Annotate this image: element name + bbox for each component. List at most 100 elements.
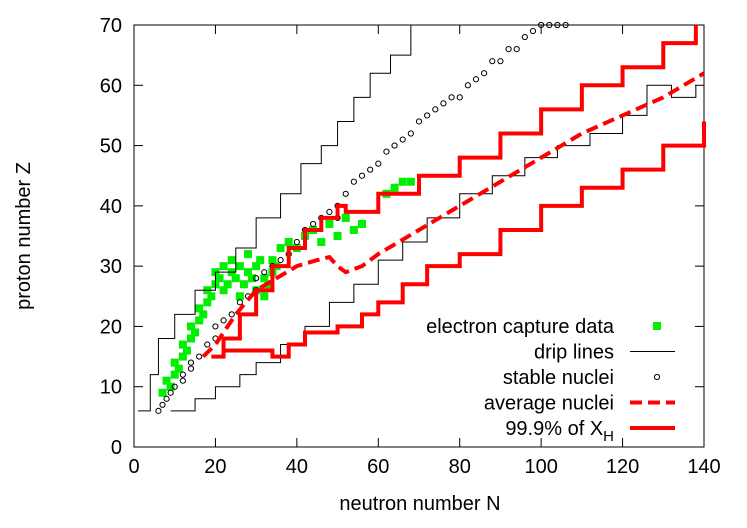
legend-text: stable nuclei xyxy=(503,367,614,389)
legend-text: average nuclei xyxy=(484,393,614,415)
stable-point xyxy=(546,21,553,29)
capture-point xyxy=(235,262,244,271)
capture-point xyxy=(398,177,407,186)
stable-point xyxy=(481,70,488,77)
y-axis-label: proton number Z xyxy=(13,162,35,310)
capture-point xyxy=(260,292,269,301)
legend-subscript: H xyxy=(603,428,614,445)
plot-frame xyxy=(133,24,705,448)
legend-label: electron capture data xyxy=(426,316,615,338)
x-tick-label: 40 xyxy=(286,456,308,478)
capture-point xyxy=(178,340,187,349)
capture-point xyxy=(199,310,208,319)
stable-point xyxy=(383,148,390,155)
stable-point xyxy=(505,46,512,53)
stable-point xyxy=(293,238,300,246)
stable-point xyxy=(407,130,414,137)
stable-point xyxy=(415,118,423,125)
stable-point xyxy=(529,27,537,35)
capture-point xyxy=(187,334,195,343)
stable-point xyxy=(391,142,398,149)
legend-text: 99.9% of X xyxy=(505,418,603,440)
capture-point xyxy=(349,225,358,234)
stable-point xyxy=(448,94,455,101)
capture-point xyxy=(223,280,232,289)
y-tick-label: 0 xyxy=(111,437,122,459)
legend-key xyxy=(653,322,661,330)
stable-point xyxy=(171,383,178,390)
legend-label: 99.9% of XH xyxy=(505,418,614,445)
capture-point xyxy=(227,256,236,265)
capture-point xyxy=(158,388,167,397)
stable-point xyxy=(456,94,463,101)
stable-point xyxy=(253,275,260,282)
y-tick-label: 30 xyxy=(100,256,122,278)
capture-point xyxy=(195,304,204,313)
capture-point xyxy=(248,274,257,283)
x-tick-label: 0 xyxy=(128,456,139,478)
capture-point xyxy=(268,256,277,265)
legend-label: stable nuclei xyxy=(503,367,614,389)
capture-point xyxy=(252,262,261,271)
stable-point xyxy=(212,323,219,330)
stable-point xyxy=(236,299,243,306)
stable-point xyxy=(489,58,496,65)
stable-point xyxy=(220,317,227,324)
stable-point xyxy=(513,46,520,53)
capture-point xyxy=(341,213,350,222)
stable-point xyxy=(538,21,545,29)
capture-point xyxy=(203,298,212,307)
stable-point xyxy=(432,106,439,113)
capture-point xyxy=(170,370,179,379)
stable-point xyxy=(399,136,406,143)
capture-point xyxy=(207,292,216,301)
stable-point xyxy=(424,112,431,119)
stable-point xyxy=(562,21,569,29)
x-tick-label: 100 xyxy=(524,456,557,478)
x-tick-label: 140 xyxy=(687,456,720,478)
y-tick-label: 40 xyxy=(100,196,122,218)
capture-point xyxy=(317,238,326,247)
stable-point xyxy=(228,311,235,318)
capture-point xyxy=(358,219,366,228)
stable-point xyxy=(497,58,504,65)
series-line xyxy=(138,25,697,412)
stable-point xyxy=(163,395,170,402)
capture-point xyxy=(244,268,252,277)
stable-point xyxy=(554,21,561,29)
stable-point xyxy=(179,371,186,378)
stable-point xyxy=(440,100,447,107)
capture-point xyxy=(325,219,334,228)
x-tick-label: 80 xyxy=(449,456,471,478)
capture-point xyxy=(195,316,204,325)
capture-point xyxy=(182,346,191,355)
capture-point xyxy=(276,244,285,253)
capture-point xyxy=(390,183,399,192)
y-tick-label: 60 xyxy=(100,75,122,97)
capture-point xyxy=(174,364,183,373)
capture-point xyxy=(231,274,240,283)
stable-point xyxy=(167,389,174,396)
x-tick-label: 120 xyxy=(606,456,639,478)
capture-point xyxy=(187,322,195,331)
y-tick-label: 10 xyxy=(100,377,122,399)
capture-point xyxy=(166,382,175,391)
stable-point xyxy=(358,172,366,179)
stable-point xyxy=(187,359,195,366)
capture-point xyxy=(333,232,342,240)
capture-point xyxy=(284,238,293,247)
stable-point xyxy=(310,220,317,228)
capture-point xyxy=(191,328,200,337)
stable-point xyxy=(350,178,357,185)
stable-point xyxy=(342,190,349,197)
y-tick-label: 20 xyxy=(100,316,122,338)
capture-point xyxy=(260,274,269,283)
legend-key xyxy=(653,373,661,381)
capture-point xyxy=(239,280,248,289)
stable-point xyxy=(367,166,374,173)
capture-point xyxy=(235,292,244,301)
stable-point xyxy=(521,33,528,41)
stable-point xyxy=(277,257,284,264)
stable-point xyxy=(179,377,186,384)
